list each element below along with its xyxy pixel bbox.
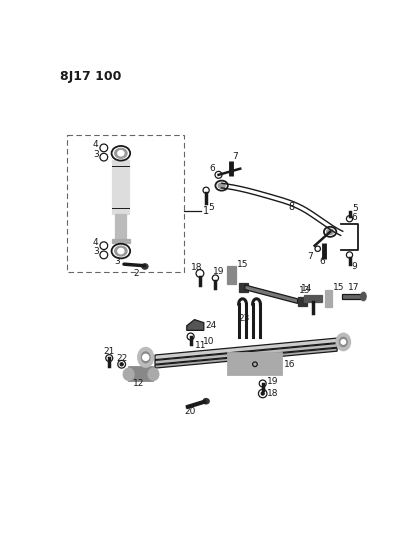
Ellipse shape <box>148 368 159 381</box>
Text: 3: 3 <box>115 256 120 265</box>
Text: 4: 4 <box>93 238 99 247</box>
Text: 19: 19 <box>213 266 225 276</box>
Text: 8: 8 <box>288 202 294 212</box>
Bar <box>128 367 153 381</box>
Text: 2: 2 <box>133 269 139 278</box>
Ellipse shape <box>327 229 334 235</box>
Text: 4: 4 <box>93 140 99 149</box>
Ellipse shape <box>138 348 153 367</box>
Polygon shape <box>155 343 337 364</box>
Circle shape <box>120 363 123 366</box>
Text: 20: 20 <box>184 408 196 416</box>
Text: 16: 16 <box>283 360 295 369</box>
Text: 24: 24 <box>205 321 217 330</box>
Polygon shape <box>155 338 337 360</box>
Circle shape <box>341 340 346 344</box>
Text: 1: 1 <box>203 206 209 216</box>
Text: 19: 19 <box>267 377 278 386</box>
Text: 7: 7 <box>307 252 312 261</box>
Ellipse shape <box>115 246 127 256</box>
Text: 18: 18 <box>267 389 278 398</box>
Ellipse shape <box>118 151 124 156</box>
Ellipse shape <box>203 399 209 404</box>
Bar <box>228 353 282 375</box>
Bar <box>239 282 248 292</box>
Circle shape <box>143 354 149 360</box>
Text: 3: 3 <box>93 150 99 158</box>
Polygon shape <box>342 294 362 299</box>
Text: 8J17 100: 8J17 100 <box>61 70 122 83</box>
Text: 12: 12 <box>133 379 144 388</box>
Text: 23: 23 <box>239 313 250 322</box>
Ellipse shape <box>115 148 127 158</box>
Ellipse shape <box>142 264 148 269</box>
Text: 9: 9 <box>352 262 357 271</box>
Text: 14: 14 <box>301 284 312 293</box>
Text: 17: 17 <box>348 283 360 292</box>
Bar <box>112 239 130 244</box>
Text: 21: 21 <box>104 348 115 357</box>
Ellipse shape <box>339 337 347 346</box>
Circle shape <box>261 392 264 395</box>
Ellipse shape <box>118 248 124 254</box>
Polygon shape <box>155 348 337 368</box>
Bar <box>304 295 322 302</box>
Text: 22: 22 <box>116 353 128 362</box>
Ellipse shape <box>336 334 350 350</box>
Text: 3: 3 <box>93 247 99 256</box>
Bar <box>115 214 126 239</box>
Ellipse shape <box>361 292 366 301</box>
Bar <box>227 265 236 284</box>
Bar <box>325 290 332 308</box>
Text: 11: 11 <box>195 341 206 350</box>
Text: 5: 5 <box>352 204 357 213</box>
Text: 10: 10 <box>203 337 215 346</box>
Text: 6: 6 <box>352 213 357 222</box>
Text: 18: 18 <box>191 263 202 272</box>
Bar <box>112 160 129 214</box>
Polygon shape <box>187 320 204 330</box>
Ellipse shape <box>218 183 225 188</box>
Text: 6: 6 <box>319 256 325 265</box>
Ellipse shape <box>142 352 150 363</box>
Polygon shape <box>245 285 298 303</box>
Text: 13: 13 <box>299 286 310 295</box>
Text: 5: 5 <box>209 203 214 212</box>
Bar <box>298 296 307 306</box>
Text: 6: 6 <box>209 164 215 173</box>
Text: 15: 15 <box>333 283 345 292</box>
Ellipse shape <box>123 368 134 381</box>
Text: 7: 7 <box>232 152 238 161</box>
Text: 15: 15 <box>237 261 249 269</box>
